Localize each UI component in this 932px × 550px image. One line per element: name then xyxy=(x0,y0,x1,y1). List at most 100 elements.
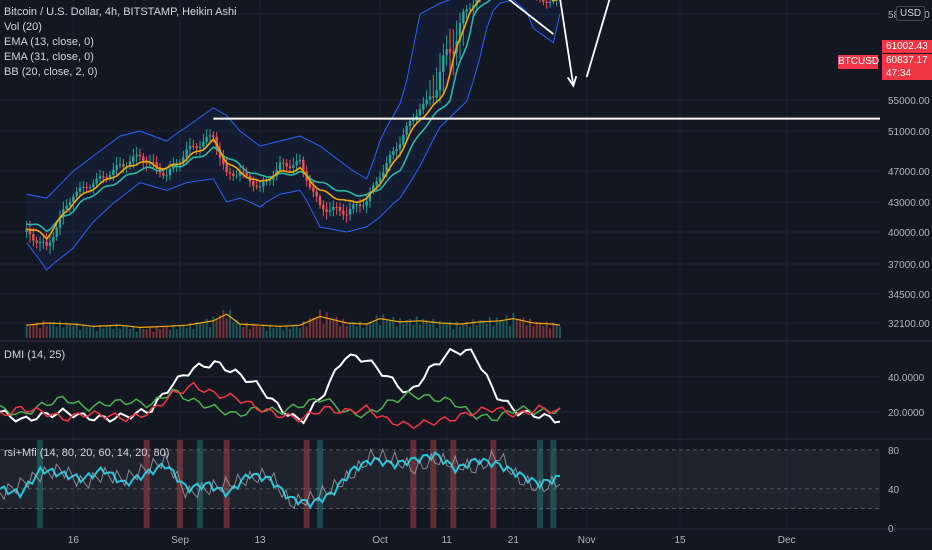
candle-body xyxy=(292,165,295,168)
volume-bar xyxy=(475,325,478,338)
candle-body xyxy=(155,162,158,168)
y-tick-label: 34500.00 xyxy=(888,290,930,301)
volume-bar xyxy=(179,325,181,338)
candle-body xyxy=(418,109,422,116)
candle-body xyxy=(272,176,275,180)
candle-body xyxy=(115,165,118,170)
volume-bar xyxy=(402,323,405,338)
volume-bar xyxy=(525,325,528,338)
candle-body xyxy=(312,187,315,192)
candle-body xyxy=(98,176,102,179)
rsi-y-tick-label: 40 xyxy=(888,485,900,496)
candle-body xyxy=(318,196,322,205)
candle-body xyxy=(85,186,88,188)
candle-body xyxy=(375,181,378,186)
volume-bar xyxy=(529,318,531,338)
volume-bar xyxy=(79,329,81,338)
volume-bar xyxy=(375,315,378,338)
dmi-title[interactable]: DMI (14, 25) xyxy=(4,349,66,361)
y-tick-label: 55000.00 xyxy=(888,96,930,107)
candle-body xyxy=(395,149,398,152)
rsi-highlight xyxy=(177,440,183,528)
candle-body xyxy=(465,9,468,12)
volume-bar xyxy=(439,320,441,338)
volume-bar xyxy=(29,326,31,338)
volume-bar xyxy=(435,327,438,338)
rsi-highlight xyxy=(143,440,150,528)
x-tick-label: Oct xyxy=(372,535,388,546)
rsi-pane[interactable] xyxy=(0,440,880,528)
volume-bar xyxy=(202,323,205,338)
volume-bar xyxy=(442,323,445,338)
legend-ema13[interactable]: EMA (13, close, 0) xyxy=(4,36,94,48)
candle-body xyxy=(448,49,452,53)
currency-badge[interactable]: USD xyxy=(896,6,926,21)
volume-bar xyxy=(342,318,345,338)
rsi-highlight xyxy=(450,440,457,528)
volume-bar xyxy=(149,326,151,338)
volume-bar xyxy=(169,329,171,338)
volume-bar xyxy=(195,321,198,338)
candle-body xyxy=(288,166,292,168)
volume-bar xyxy=(182,325,185,338)
legend-symbol[interactable]: Bitcoin / U.S. Dollar, 4h, BITSTAMP, Hei… xyxy=(4,6,237,18)
rsi-highlight xyxy=(303,440,310,528)
volume-bar xyxy=(519,318,521,338)
volume-bar xyxy=(75,322,78,338)
dmi-y-tick-label: 40.0000 xyxy=(888,373,925,384)
legend-bb[interactable]: BB (20, close, 2, 0) xyxy=(4,66,98,78)
candle-body xyxy=(108,174,112,178)
volume-bar xyxy=(379,324,381,338)
candle-body xyxy=(252,181,255,186)
candle-body xyxy=(145,161,148,164)
volume-bar xyxy=(39,328,41,338)
volume-bar xyxy=(145,329,148,338)
candle-body xyxy=(58,217,62,228)
volume-bar xyxy=(72,326,75,338)
candle-body xyxy=(258,186,262,188)
candle-body xyxy=(452,52,455,54)
x-tick-label: Dec xyxy=(778,535,796,546)
channel-lower-line[interactable] xyxy=(500,0,554,35)
rsi-title[interactable]: rsi+Mfi (14, 80, 20, 60, 14, 20, 80) xyxy=(4,447,170,459)
volume-bar xyxy=(459,326,461,338)
dmi-pane[interactable] xyxy=(0,347,561,430)
volume-bar xyxy=(465,321,468,338)
volume-bar xyxy=(82,324,85,338)
volume-bar xyxy=(355,326,358,338)
bb-upper-line xyxy=(26,0,451,199)
price-pane[interactable] xyxy=(0,0,880,338)
ema13-line xyxy=(26,0,558,241)
volume-bar xyxy=(35,322,38,338)
volume-bar xyxy=(85,327,88,338)
candle-body xyxy=(205,136,208,142)
candle-body xyxy=(92,183,95,188)
volume-bar xyxy=(289,328,291,338)
candle-body xyxy=(545,1,548,3)
legend-vol[interactable]: Vol (20) xyxy=(4,21,42,33)
volume-bar xyxy=(239,323,241,338)
legend-ema31[interactable]: EMA (31, close, 0) xyxy=(4,51,94,63)
volume-bar xyxy=(489,317,491,338)
volume-bar xyxy=(62,327,65,338)
arrow-up[interactable] xyxy=(585,0,620,78)
rsi-highlight xyxy=(410,440,417,528)
candle-body xyxy=(28,228,32,235)
candle-body xyxy=(138,154,142,157)
volume-bar xyxy=(415,316,418,338)
volume-bar xyxy=(365,322,368,338)
volume-bar xyxy=(512,313,515,338)
arrow-down[interactable] xyxy=(559,0,575,86)
candle-body xyxy=(188,145,192,150)
volume-bar xyxy=(309,317,311,338)
candle-body xyxy=(405,126,408,135)
candle-body xyxy=(45,241,48,246)
volume-bar xyxy=(332,318,335,338)
candle-body xyxy=(122,164,125,167)
volume-bar xyxy=(302,321,305,338)
volume-bar xyxy=(349,322,351,338)
bb-lower-line xyxy=(26,0,561,271)
candle-body xyxy=(162,172,165,176)
volume-bar xyxy=(165,326,168,338)
